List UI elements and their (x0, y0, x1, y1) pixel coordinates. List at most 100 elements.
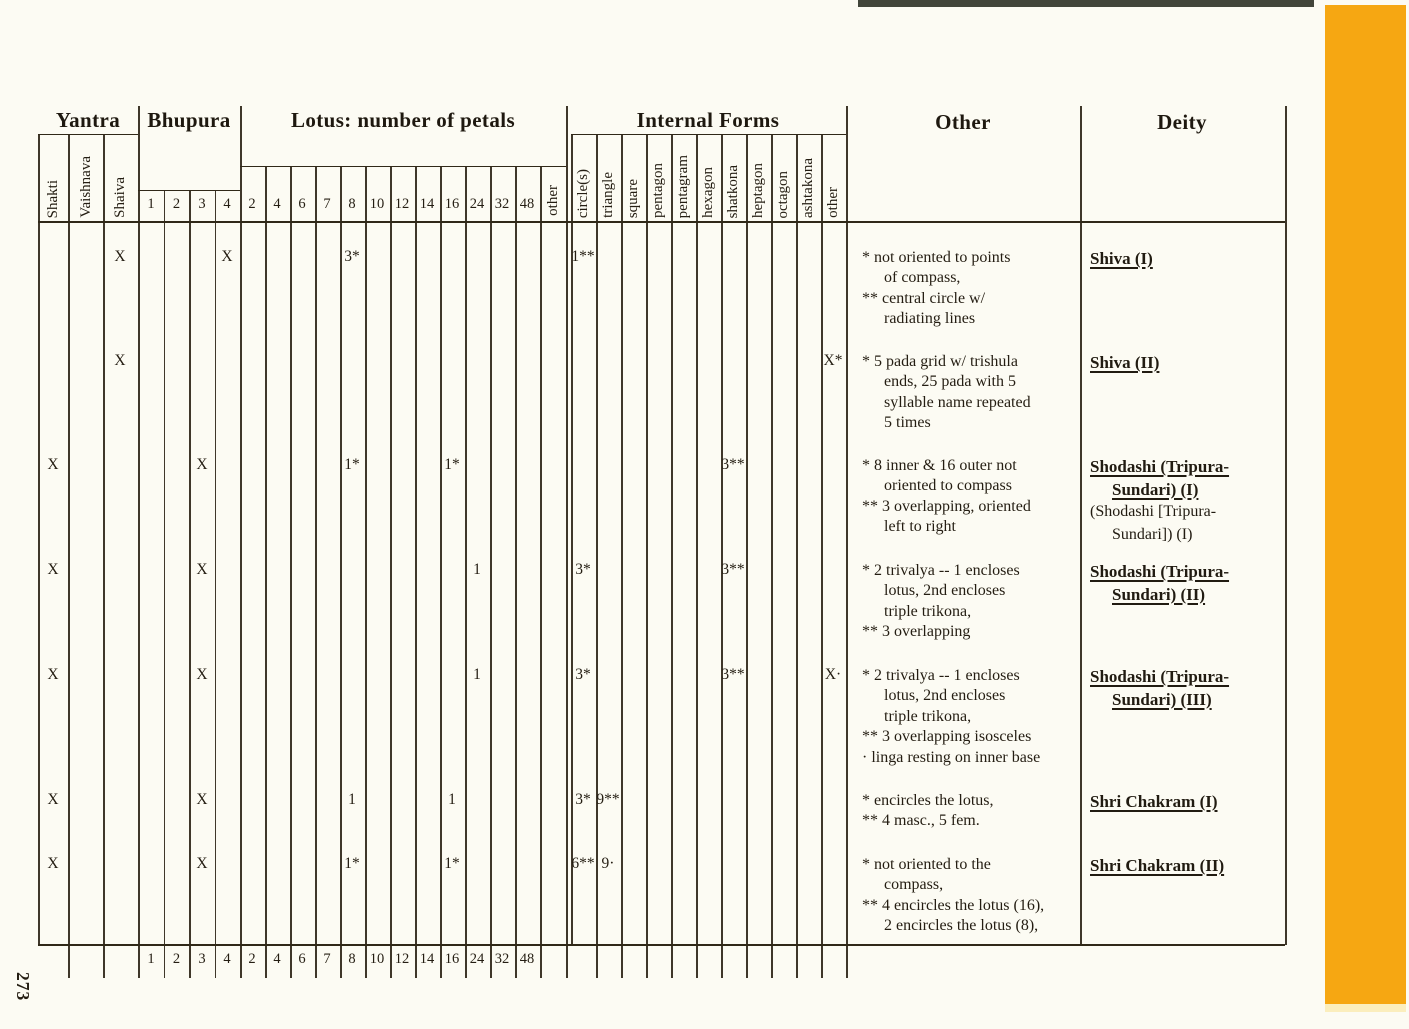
table-vertical-line (746, 135, 748, 978)
column-header-octagon: octagon (770, 138, 796, 218)
column-header-label: hexagon (699, 167, 716, 218)
mark-l24: 1 (473, 666, 481, 683)
note-line: syllable name repeated (884, 393, 1031, 411)
table-vertical-line (671, 135, 673, 978)
column-header-lotus-32: 32 (494, 196, 510, 212)
mark-circles: 3* (575, 666, 591, 683)
mark-l16: 1* (444, 855, 460, 872)
deity-name: Sundari) (II) (1112, 584, 1206, 604)
table-vertical-line (646, 135, 648, 978)
orange-margin-bar (1325, 5, 1406, 1012)
footer-number: 10 (369, 951, 385, 967)
note-line: ** central circle w/ (862, 289, 986, 307)
table-horizontal-line (138, 190, 240, 192)
table-vertical-line (365, 167, 367, 978)
note-line: 5 times (884, 414, 931, 432)
mark-shatkona: 3** (721, 456, 745, 473)
footer-number: 14 (419, 951, 435, 967)
note-line: compass, (884, 876, 944, 894)
mark-shaiva: X (114, 352, 126, 369)
mark-iother: X· (824, 666, 842, 683)
scan-top-strip (858, 0, 1314, 7)
other-notes: * 2 trivalya -- 1 encloses lotus, 2nd enc… (862, 666, 1080, 768)
mark-iother: X* (823, 352, 843, 369)
note-line: ends, 25 pada with 5 (884, 373, 1016, 391)
column-header-other: other (820, 138, 846, 218)
column-header-lotus-2: 2 (248, 196, 256, 212)
column-header-bhupura-4: 4 (223, 196, 231, 212)
column-header-label: pentagon (649, 163, 666, 218)
deity-cell: Shri Chakram (II) (1090, 855, 1295, 878)
group-title-other: Other (935, 110, 991, 134)
table-vertical-line (596, 135, 598, 978)
note-line: left to right (884, 518, 956, 536)
column-header-label: octagon (774, 170, 791, 218)
column-header-shaiva: Shaiva (107, 140, 133, 218)
mark-l16: 1 (448, 791, 456, 808)
mark-b3: X (196, 791, 208, 808)
table-vertical-line (415, 167, 417, 978)
mark-b3: X (196, 561, 208, 578)
table-vertical-line (340, 167, 342, 978)
note-line: * 5 pada grid w/ trishula (862, 353, 1018, 370)
table-horizontal-line (38, 944, 1285, 947)
note-line: oriented to compass (884, 477, 1012, 495)
column-header-lotus-12: 12 (394, 196, 410, 212)
mark-l8: 1* (344, 456, 360, 473)
column-header-lotus-10: 10 (369, 196, 385, 212)
column-header-label: square (624, 178, 641, 218)
mark-shakti: X (47, 561, 59, 578)
deity-cell: Shiva (I) (1090, 248, 1295, 271)
mark-shaiva: X (114, 248, 126, 265)
deity-name: Shodashi (Tripura- (1090, 562, 1230, 581)
table-vertical-line (490, 167, 492, 978)
note-line: 2 encircles the lotus (8), (884, 917, 1039, 935)
column-header-label: Vaishnava (77, 156, 94, 218)
table-vertical-line (440, 167, 442, 978)
table-vertical-line (315, 167, 317, 978)
other-notes: * not oriented to the compass, ** 4 encirc… (862, 855, 1080, 937)
mark-l8: 1* (344, 855, 360, 872)
column-header-triangle: triangle (595, 138, 621, 218)
table-vertical-line (696, 135, 698, 978)
table-horizontal-line (38, 134, 138, 136)
mark-triangle: 9· (601, 855, 615, 872)
footer-number: 3 (198, 951, 206, 967)
table-vertical-line (189, 190, 191, 978)
column-header-bhupura-1: 1 (147, 196, 155, 212)
mark-shakti: X (47, 791, 59, 808)
table-horizontal-line (38, 221, 1285, 224)
column-header-lotus-48: 48 (519, 196, 535, 212)
column-header-vaishnava: Vaishnava (73, 140, 99, 218)
note-line: ** 3 overlapping, oriented (862, 497, 1031, 515)
note-line: of compass, (884, 269, 961, 287)
table-vertical-line (290, 167, 292, 978)
deity-cell: Shodashi (Tripura- Sundari) (I) (Shodashi … (1090, 456, 1295, 546)
note-line: triple trikona, (884, 602, 972, 620)
deity-name: Sundari) (I) (1112, 479, 1199, 499)
table-vertical-line (621, 135, 623, 978)
column-header-ashtakona: ashtakona (795, 138, 821, 218)
group-title-bhupura: Bhupura (147, 108, 231, 132)
table-vertical-line (796, 135, 798, 978)
footer-number: 24 (469, 951, 485, 967)
other-notes: * encircles the lotus, ** 4 masc., 5 fem. (862, 791, 1080, 832)
table-vertical-line (515, 167, 517, 978)
deity-name: Shodashi (Tripura- (1090, 457, 1230, 476)
mark-triangle: 9** (596, 791, 620, 808)
group-title-internal-forms: Internal Forms (636, 108, 780, 132)
column-header-lotus-24: 24 (469, 196, 485, 212)
column-header-label: heptagon (749, 163, 766, 218)
column-header-lotus-16: 16 (444, 196, 460, 212)
table-horizontal-line (571, 134, 846, 136)
mark-b3: X (196, 666, 208, 683)
mark-l16: 1* (444, 456, 460, 473)
column-header-shatkona: shatkona (720, 138, 746, 218)
mark-shakti: X (47, 855, 59, 872)
note-line: ** 3 overlapping (862, 623, 971, 641)
table-vertical-line (721, 135, 723, 978)
note-line: * not oriented to the (862, 856, 991, 873)
column-header-pentagram: pentagram (670, 138, 696, 218)
note-line: * 2 trivalya -- 1 encloses (862, 667, 1020, 684)
